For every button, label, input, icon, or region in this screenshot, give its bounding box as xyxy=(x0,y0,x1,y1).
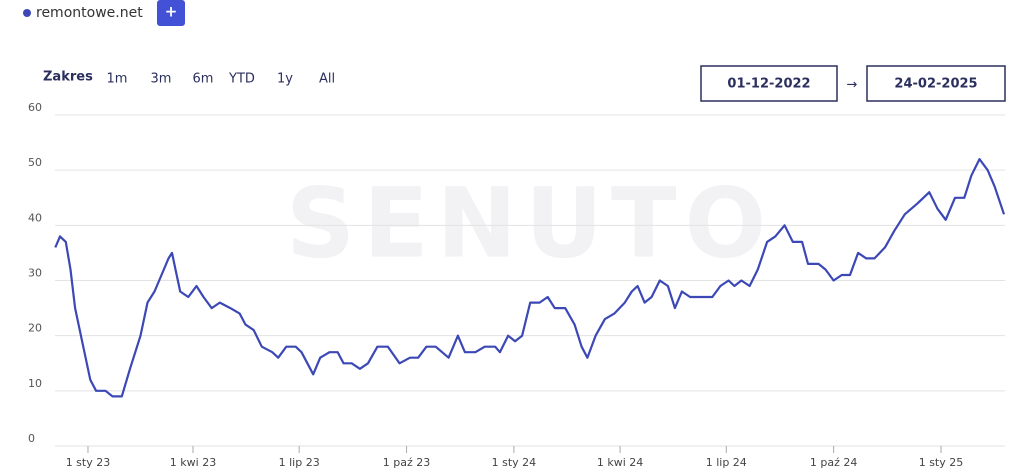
y-tick-label: 20 xyxy=(28,322,42,335)
x-tick-label: 1 paź 24 xyxy=(810,456,858,469)
add-button-bg xyxy=(157,0,185,26)
range-button[interactable]: 6m xyxy=(193,72,214,87)
x-tick-label: 1 paź 23 xyxy=(383,456,431,469)
x-tick-label: 1 kwi 24 xyxy=(597,456,643,469)
add-button[interactable]: + xyxy=(157,0,185,26)
range-label: Zakres xyxy=(43,70,93,85)
y-tick-label: 40 xyxy=(28,211,42,224)
date-to[interactable]: 24-02-2025 xyxy=(866,65,1006,102)
y-tick-label: 30 xyxy=(28,267,42,280)
range-button[interactable]: All xyxy=(319,72,335,87)
legend-dot xyxy=(23,9,31,17)
range-button[interactable]: 1m xyxy=(107,72,128,87)
series-line xyxy=(54,158,1006,398)
date-from[interactable]: 01-12-2022 xyxy=(700,65,838,102)
legend-label: remontowe.net xyxy=(36,5,143,21)
y-tick-label: 60 xyxy=(28,101,42,114)
date-from-text: 01-12-2022 xyxy=(727,77,810,92)
add-button-label: + xyxy=(165,3,178,21)
x-tick-label: 1 sty 23 xyxy=(66,456,111,469)
range-button[interactable]: 1y xyxy=(277,72,293,87)
date-arrow: → xyxy=(847,78,858,93)
range-button[interactable]: YTD xyxy=(228,72,255,87)
date-from-box xyxy=(700,65,838,102)
watermark: SENUTO xyxy=(286,167,774,279)
range-button[interactable]: 3m xyxy=(151,72,172,87)
y-tick-label: 50 xyxy=(28,156,42,169)
y-tick-label: 10 xyxy=(28,377,42,390)
y-tick-label: 0 xyxy=(28,432,35,445)
x-tick-label: 1 lip 24 xyxy=(706,456,747,469)
date-to-text: 24-02-2025 xyxy=(894,77,977,92)
x-tick-label: 1 sty 25 xyxy=(919,456,964,469)
x-tick-label: 1 kwi 23 xyxy=(170,456,216,469)
x-tick-label: 1 sty 24 xyxy=(492,456,537,469)
date-to-box xyxy=(866,65,1006,102)
x-tick-label: 1 lip 23 xyxy=(279,456,320,469)
